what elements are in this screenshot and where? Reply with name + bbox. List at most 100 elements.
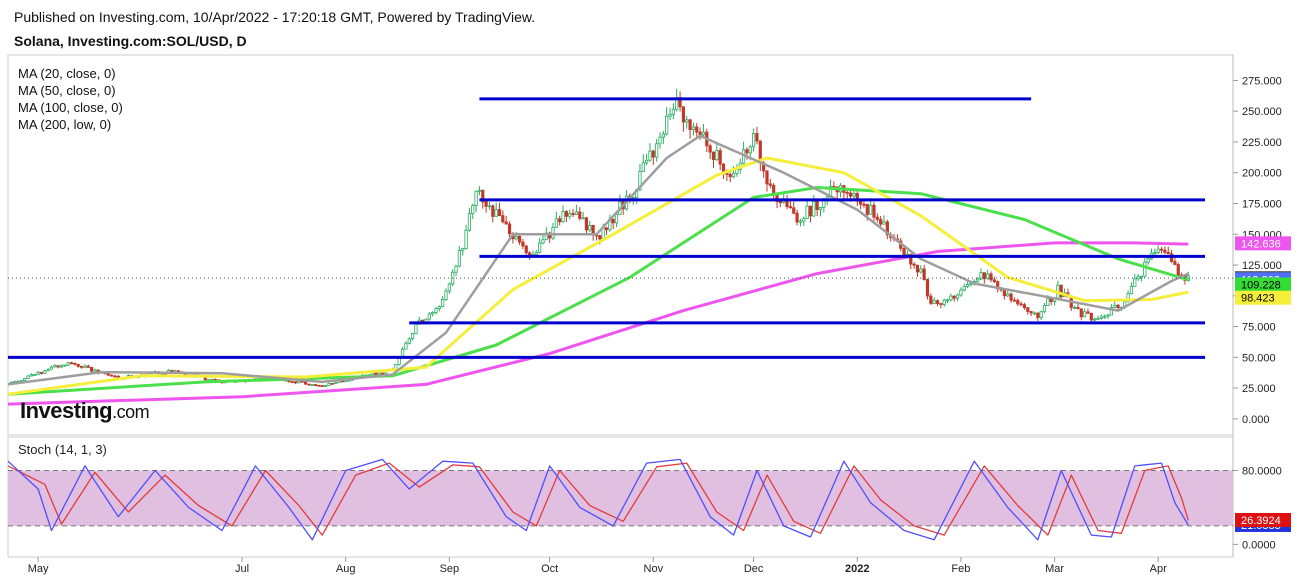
candle-body [1126,293,1130,302]
candle-body [457,250,461,267]
candle-body [110,374,114,377]
candle-body [641,162,645,172]
x-tick-label: Jul [235,563,249,575]
candle-body [752,133,756,148]
candle-body [464,229,468,249]
candle-body [521,241,525,247]
candle-body [410,333,415,340]
candle-body [561,211,565,223]
candle-body [818,207,823,210]
candle-body [862,203,866,206]
candle-body [952,295,956,299]
candle-body [554,218,558,228]
legend-ma100: MA (100, close, 0) [18,100,123,115]
candle-body [788,206,792,209]
candle-body [1012,299,1017,302]
candle-body [691,126,696,131]
candle-body [1129,285,1134,295]
x-tick-label: Feb [951,563,970,575]
candle-body [731,172,736,178]
candle-body [1103,315,1107,318]
candle-body [330,383,334,385]
legend-ma200: MA (200, low, 0) [18,117,112,132]
candle-body [939,303,943,305]
candle-body [1046,298,1050,306]
price-label-box [1235,290,1291,305]
y-tick-label: 250.000 [1242,106,1282,118]
candle-body [53,365,57,368]
candle-body [66,362,70,366]
candle-body [598,235,602,240]
candle-body [454,265,458,273]
candle-body [1086,311,1090,314]
candle-body [26,375,30,379]
candle-body [477,189,482,192]
price-label-text: 98.423 [1241,293,1275,305]
candle-body [955,294,960,299]
y-tick-label: 75.000 [1242,322,1276,334]
candle-body [986,273,990,280]
legend-ma20: MA (20, close, 0) [18,66,116,81]
candle-body [748,146,752,154]
stoch-value-text: 26.3924 [1241,515,1281,527]
candle-body [1079,308,1083,318]
candle-body [56,365,60,368]
candle-body [471,205,475,215]
x-tick-label: Aug [336,563,356,575]
candle-body [795,212,799,223]
candle-body [875,216,879,220]
candle-body [551,227,555,239]
candle-body [497,209,502,217]
candle-body [852,193,856,197]
candle-body [1083,311,1087,318]
candle-body [377,372,381,375]
candle-body [461,248,465,251]
candle-body [374,372,378,375]
candle-body [611,218,615,224]
candle-body [568,213,572,217]
candle-body [334,382,338,384]
candle-body [661,133,665,138]
candle-body [1136,276,1140,280]
candle-body [83,365,87,368]
candle-body [802,218,806,222]
candle-body [671,108,675,115]
candle-body [688,119,692,131]
candle-body [427,313,431,320]
candle-body [718,150,722,165]
candle-body [293,381,298,384]
candle-body [578,211,582,219]
candle-body [581,217,585,220]
candle-body [504,221,508,225]
candle-body [558,218,562,223]
candle-body [310,384,314,386]
candle-body [1099,316,1103,319]
candle-body [1163,249,1167,253]
candle-body [534,252,538,255]
candle-body [668,113,672,117]
candle-body [79,365,84,368]
candle-body [885,221,889,236]
candle-body [1049,298,1053,302]
candle-body [404,342,408,350]
candle-body [564,211,568,217]
candle-body [1153,252,1157,254]
candle-body [320,385,324,387]
candle-body [76,364,80,367]
candle-body [307,383,311,386]
candle-body [431,312,435,315]
candle-body [721,163,726,173]
stoch-band [8,470,1233,526]
candle-body [966,284,970,288]
candle-body [665,115,669,135]
y-tick-label: 125.000 [1242,260,1282,272]
ma20-line [7,134,1189,386]
candle-body [798,220,803,223]
candle-body [1059,284,1063,298]
candle-body [1156,248,1160,253]
candle-body [1019,303,1023,306]
candle-body [93,369,97,372]
y-tick-label: 200.000 [1242,168,1282,180]
candle-body [976,278,980,282]
